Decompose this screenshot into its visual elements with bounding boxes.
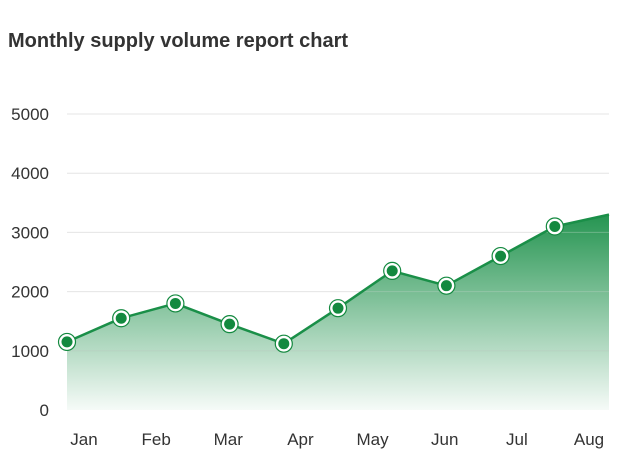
- data-point: [166, 294, 185, 313]
- band-lines: [67, 113, 609, 352]
- y-axis: 0 1000 2000 3000 4000 5000: [11, 105, 49, 420]
- y-tick-label: 1000: [11, 342, 49, 361]
- x-tick-label: Jul: [506, 430, 528, 449]
- x-tick-label: Feb: [141, 430, 170, 449]
- chart-title: Monthly supply volume report chart: [8, 30, 349, 52]
- x-tick-label: Jan: [70, 430, 97, 449]
- y-tick-label: 5000: [11, 105, 49, 124]
- x-tick-label: Mar: [214, 430, 244, 449]
- data-point: [328, 299, 348, 318]
- data-point-dot: [332, 302, 344, 314]
- data-point-dot: [115, 312, 127, 324]
- data-point: [545, 217, 564, 236]
- data-point-dot: [224, 318, 236, 330]
- x-tick-label: May: [357, 430, 390, 449]
- data-point-dot: [440, 280, 452, 292]
- data-point: [437, 276, 456, 295]
- data-point-dot: [495, 250, 507, 262]
- data-point: [274, 334, 293, 353]
- y-tick-label: 4000: [11, 164, 49, 183]
- data-point-dot: [549, 220, 561, 232]
- data-point: [491, 246, 510, 266]
- data-point-dot: [386, 265, 398, 277]
- x-tick-label: Aug: [574, 430, 604, 449]
- y-tick-label: 0: [40, 401, 49, 420]
- x-axis: Jan Feb Mar Apr May Jun Jul Aug: [70, 430, 604, 449]
- data-point: [57, 332, 77, 352]
- x-tick-label: Apr: [287, 430, 314, 449]
- data-point: [383, 261, 402, 280]
- y-tick-label: 2000: [11, 283, 49, 302]
- data-point-dot: [278, 338, 290, 350]
- data-point: [220, 315, 239, 334]
- data-point-dot: [169, 297, 181, 309]
- data-point-dot: [61, 336, 73, 348]
- y-tick-label: 3000: [11, 223, 49, 242]
- x-tick-label: Jun: [431, 430, 458, 449]
- data-point: [112, 309, 131, 328]
- data-points: [57, 217, 564, 353]
